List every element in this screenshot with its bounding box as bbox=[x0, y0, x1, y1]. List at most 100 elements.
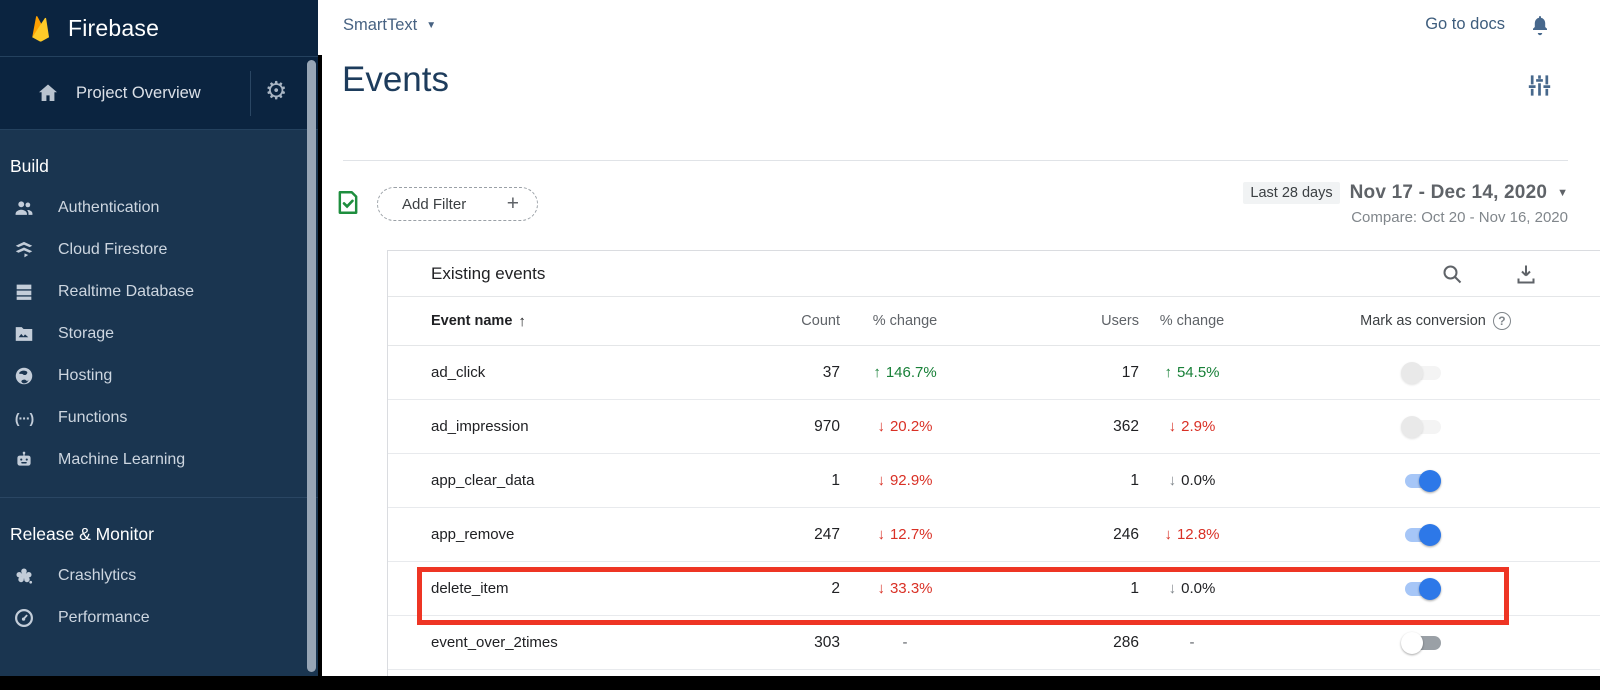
conversion-toggle[interactable] bbox=[1403, 523, 1443, 547]
project-overview-row[interactable]: Project Overview ⚙ bbox=[0, 57, 318, 130]
globe-icon bbox=[12, 364, 36, 388]
screenshot-bottom-edge bbox=[0, 676, 1600, 690]
event-users: 1 bbox=[1130, 579, 1139, 597]
firestore-icon bbox=[12, 238, 36, 262]
divider bbox=[0, 497, 318, 498]
column-event-name[interactable]: Event name ↑ bbox=[431, 312, 526, 330]
add-filter-button[interactable]: Add Filter + bbox=[377, 187, 538, 221]
project-settings-gear-icon[interactable]: ⚙ bbox=[265, 77, 288, 105]
functions-icon: (···) bbox=[14, 410, 34, 426]
go-to-docs-link[interactable]: Go to docs bbox=[1425, 15, 1505, 33]
search-icon[interactable] bbox=[1440, 262, 1464, 286]
sidebar-section-release-monitor: Release & Monitor bbox=[10, 524, 154, 544]
plus-icon: + bbox=[506, 192, 519, 215]
card-header: Existing events bbox=[388, 251, 1600, 297]
tune-filters-icon[interactable] bbox=[1526, 72, 1553, 99]
project-selector[interactable]: SmartText ▼ bbox=[343, 16, 436, 35]
firebase-brand[interactable]: Firebase bbox=[0, 0, 318, 57]
sidebar-section-build: Build bbox=[10, 156, 49, 176]
column-pct-change-users[interactable]: % change bbox=[1159, 313, 1225, 329]
crashlytics-icon bbox=[12, 564, 36, 588]
page-title: Events bbox=[342, 60, 449, 99]
arrow-down-icon: ↓ bbox=[1168, 580, 1177, 597]
firebase-logo-icon bbox=[26, 13, 56, 43]
project-name: SmartText bbox=[343, 16, 418, 34]
sidebar-item-label: Storage bbox=[58, 325, 115, 342]
users-change: ↓ 0.0% bbox=[1168, 580, 1216, 597]
sidebar-item-label: Realtime Database bbox=[58, 283, 195, 300]
chevron-down-icon: ▼ bbox=[1557, 187, 1568, 199]
arrow-down-icon: ↓ bbox=[877, 526, 885, 543]
sidebar-item-authentication[interactable]: Authentication bbox=[0, 187, 318, 229]
conversion-toggle[interactable] bbox=[1400, 631, 1443, 655]
table-row: ad_impression 970 ↓ 20.2% 362 ↓ 2.9% bbox=[388, 400, 1600, 454]
sidebar-item-label: Hosting bbox=[58, 367, 113, 384]
event-name: delete_item bbox=[431, 580, 509, 597]
count-change: ↓ 33.3% bbox=[877, 580, 933, 597]
arrow-up-icon: ↑ bbox=[873, 364, 881, 381]
sidebar-item-crashlytics[interactable]: Crashlytics bbox=[0, 555, 318, 597]
users-change: ↓ 0.0% bbox=[1168, 472, 1216, 489]
users-change: ↓ 12.8% bbox=[1164, 526, 1220, 543]
sidebar-item-label: Functions bbox=[58, 409, 128, 426]
count-change: ↑ 146.7% bbox=[873, 364, 937, 381]
sidebar-item-performance[interactable]: Performance bbox=[0, 597, 318, 639]
table-row-highlighted: delete_item 2 ↓ 33.3% 1 ↓ 0.0% bbox=[388, 562, 1600, 616]
sidebar-item-storage[interactable]: Storage bbox=[0, 313, 318, 355]
date-range-value: Nov 17 - Dec 14, 2020 bbox=[1349, 182, 1548, 203]
column-pct-change[interactable]: % change bbox=[872, 313, 938, 329]
notifications-bell-icon[interactable] bbox=[1528, 13, 1552, 37]
conversion-toggle[interactable] bbox=[1403, 577, 1443, 601]
event-count: 2 bbox=[831, 579, 840, 597]
sidebar-item-label: Authentication bbox=[58, 199, 160, 216]
database-icon bbox=[12, 280, 36, 304]
sidebar-item-machine-learning[interactable]: Machine Learning bbox=[0, 439, 318, 481]
arrow-down-icon: ↓ bbox=[877, 472, 885, 489]
help-icon[interactable]: ? bbox=[1492, 312, 1511, 330]
arrow-up-icon: ↑ bbox=[1164, 364, 1172, 381]
sidebar-scrollbar[interactable] bbox=[307, 60, 316, 672]
event-count: 303 bbox=[814, 633, 840, 651]
sidebar-item-functions[interactable]: (···) Functions bbox=[0, 397, 318, 439]
sidebar-item-cloud-firestore[interactable]: Cloud Firestore bbox=[0, 229, 318, 271]
add-filter-label: Add Filter bbox=[402, 195, 467, 213]
table-row: app_remove 247 ↓ 12.7% 246 ↓ 12.8% bbox=[388, 508, 1600, 562]
sidebar-edge bbox=[318, 55, 322, 676]
people-icon bbox=[12, 196, 36, 220]
home-icon bbox=[36, 81, 60, 105]
arrow-down-icon: ↓ bbox=[1168, 418, 1177, 435]
date-range-selector[interactable]: Last 28 days Nov 17 - Dec 14, 2020 ▼ bbox=[1243, 182, 1568, 204]
sort-ascending-icon: ↑ bbox=[518, 312, 526, 330]
count-change: ↓ 20.2% bbox=[877, 418, 933, 435]
table-row: event_over_2times 303 - 286 - bbox=[388, 616, 1600, 670]
event-name: ad_click bbox=[431, 364, 486, 381]
robot-icon bbox=[12, 448, 36, 472]
divider bbox=[343, 160, 1568, 161]
event-name: app_remove bbox=[431, 526, 515, 543]
download-icon[interactable] bbox=[1514, 262, 1538, 286]
count-change: - bbox=[902, 634, 908, 651]
sidebar: Firebase Project Overview ⚙ Build Authen bbox=[0, 0, 318, 676]
sidebar-item-realtime-database[interactable]: Realtime Database bbox=[0, 271, 318, 313]
event-users: 17 bbox=[1121, 363, 1139, 381]
conversion-toggle[interactable] bbox=[1400, 361, 1443, 385]
speedometer-icon bbox=[12, 606, 36, 630]
event-count: 1 bbox=[831, 471, 840, 489]
sidebar-item-label: Performance bbox=[58, 609, 150, 626]
date-range-block: Last 28 days Nov 17 - Dec 14, 2020 ▼ Com… bbox=[1243, 182, 1568, 226]
chevron-down-icon: ▼ bbox=[426, 19, 437, 31]
storage-folder-icon bbox=[12, 322, 36, 346]
event-name: app_clear_data bbox=[431, 472, 535, 489]
divider bbox=[250, 71, 251, 116]
sidebar-item-hosting[interactable]: Hosting bbox=[0, 355, 318, 397]
arrow-down-icon: ↓ bbox=[1164, 526, 1172, 543]
conversion-toggle[interactable] bbox=[1400, 415, 1443, 439]
table-row: ad_click 37 ↑ 146.7% 17 ↑ 54.5% bbox=[388, 346, 1600, 400]
column-count[interactable]: Count bbox=[801, 313, 840, 329]
event-count: 37 bbox=[822, 363, 840, 381]
arrow-down-icon: ↓ bbox=[877, 580, 885, 597]
sidebar-item-label: Crashlytics bbox=[58, 567, 137, 584]
column-users[interactable]: Users bbox=[1101, 313, 1139, 329]
conversion-toggle[interactable] bbox=[1403, 469, 1443, 493]
